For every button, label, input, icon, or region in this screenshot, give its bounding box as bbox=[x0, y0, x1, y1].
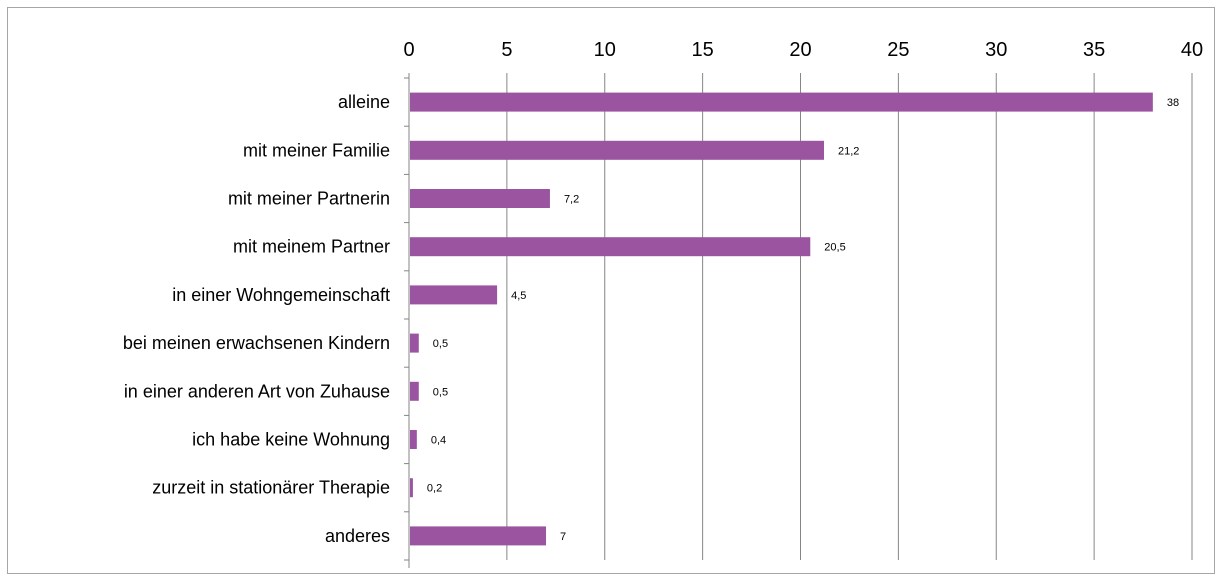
category-label-7: ich habe keine Wohnung bbox=[192, 430, 390, 450]
category-labels: alleine mit meiner Familie mit meiner Part… bbox=[123, 92, 390, 546]
bar-2 bbox=[410, 189, 550, 208]
x-tick-label-25: 25 bbox=[887, 39, 909, 61]
axes bbox=[404, 73, 1193, 568]
data-label-4: 4,5 bbox=[511, 290, 526, 302]
category-label-5: bei meinen erwachsenen Kindern bbox=[123, 333, 390, 353]
x-tick-label-15: 15 bbox=[692, 39, 714, 61]
data-label-9: 7 bbox=[560, 531, 566, 543]
x-tick-label-30: 30 bbox=[985, 39, 1007, 61]
category-label-0: alleine bbox=[338, 92, 390, 112]
data-label-3: 20,5 bbox=[824, 242, 845, 254]
data-label-0: 38 bbox=[1167, 97, 1179, 109]
bars bbox=[410, 92, 1153, 546]
category-label-4: in einer Wohngemeinschaft bbox=[172, 285, 390, 305]
bar-9 bbox=[410, 526, 547, 546]
data-label-7: 0,4 bbox=[431, 435, 446, 447]
category-label-8: zurzeit in stationärer Therapie bbox=[152, 478, 390, 498]
data-label-1: 21,2 bbox=[838, 145, 859, 157]
data-label-5: 0,5 bbox=[433, 338, 448, 350]
bar-3 bbox=[410, 237, 811, 257]
data-label-2: 7,2 bbox=[564, 194, 579, 206]
category-label-6: in einer anderen Art von Zuhause bbox=[124, 381, 390, 401]
x-tick-label-5: 5 bbox=[501, 39, 512, 61]
data-label-8: 0,2 bbox=[427, 483, 442, 495]
bar-1 bbox=[410, 140, 824, 160]
bar-4 bbox=[410, 285, 498, 305]
x-tick-labels: 0 5 10 15 20 25 30 35 40 bbox=[403, 39, 1203, 61]
x-tick-label-40: 40 bbox=[1181, 39, 1203, 61]
x-tick-label-0: 0 bbox=[403, 39, 414, 61]
category-label-2: mit meiner Partnerin bbox=[228, 189, 390, 209]
bar-6 bbox=[410, 381, 419, 401]
x-tick-label-10: 10 bbox=[594, 39, 616, 61]
bar-5 bbox=[410, 333, 419, 353]
category-label-9: anderes bbox=[325, 526, 390, 546]
data-label-6: 0,5 bbox=[433, 386, 448, 398]
bar-7 bbox=[410, 430, 417, 449]
x-tick-label-20: 20 bbox=[789, 39, 811, 61]
bar-0 bbox=[410, 92, 1153, 112]
data-labels: 38 21,2 7,2 20,5 4,5 0,5 0,5 0,4 0,2 7 bbox=[427, 97, 1179, 543]
bar-8 bbox=[410, 478, 413, 498]
category-label-3: mit meinem Partner bbox=[233, 237, 390, 257]
category-label-1: mit meiner Familie bbox=[243, 140, 390, 160]
x-tick-label-35: 35 bbox=[1083, 39, 1105, 61]
